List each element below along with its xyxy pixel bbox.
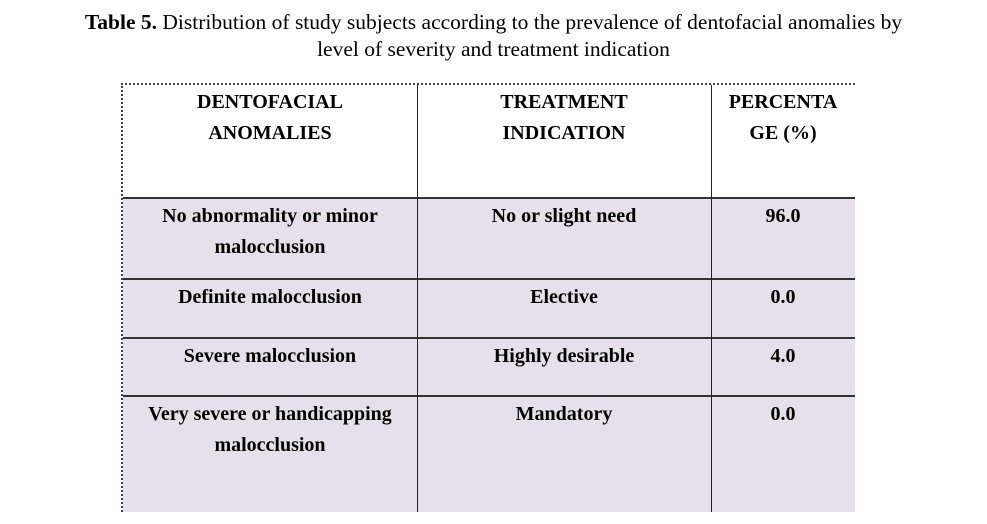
table-row-2-anomaly: Definite malocclusion bbox=[123, 280, 417, 313]
header-line: ANOMALIES bbox=[208, 122, 332, 144]
body-background bbox=[123, 197, 855, 512]
row-divider bbox=[123, 278, 855, 280]
caption-label: Table 5. bbox=[84, 10, 157, 34]
row-divider bbox=[123, 337, 855, 339]
header-dentofacial-anomalies: DENTOFACIAL ANOMALIES bbox=[123, 85, 417, 149]
column-divider bbox=[417, 85, 418, 512]
table-caption: Table 5. Distribution of study subjects … bbox=[0, 9, 987, 63]
table-row-1-treatment: No or slight need bbox=[491, 205, 637, 227]
table-row-3-treatment: Highly desirable bbox=[493, 345, 635, 367]
header-treatment-indication: TREATMENT INDICATION bbox=[417, 85, 711, 149]
row-divider bbox=[123, 197, 855, 199]
cell-line: malocclusion bbox=[214, 434, 326, 456]
caption-text-1: Distribution of study subjects according… bbox=[156, 10, 903, 34]
column-divider bbox=[711, 85, 712, 512]
data-table: DENTOFACIAL ANOMALIES TREATMENT INDICATI… bbox=[121, 83, 855, 512]
table-row-1-anomaly: No abnormality or minor malocclusion bbox=[123, 199, 417, 263]
cell-line: Severe malocclusion bbox=[183, 345, 357, 367]
table-row-3-percentage: 4.0 bbox=[770, 345, 796, 367]
caption-text-2: level of severity and treatment indicati… bbox=[317, 37, 670, 61]
table-row-3-anomaly: Severe malocclusion bbox=[123, 339, 417, 372]
cell-line: Very severe or handicapping bbox=[148, 403, 392, 425]
header-percentage: PERCENTA GE (%) bbox=[711, 85, 855, 149]
table-row-1-percentage: 96.0 bbox=[765, 205, 801, 227]
cell-line: malocclusion bbox=[214, 236, 326, 258]
cell-line: Definite malocclusion bbox=[178, 286, 362, 308]
table-row-2-percentage: 0.0 bbox=[770, 286, 796, 308]
table-row-4-percentage: 0.0 bbox=[770, 403, 796, 425]
header-line: GE (%) bbox=[749, 122, 817, 144]
header-line: TREATMENT bbox=[500, 91, 628, 113]
header-line: PERCENTA bbox=[728, 91, 838, 113]
header-line: DENTOFACIAL bbox=[197, 91, 343, 113]
table-row-4-anomaly: Very severe or handicapping malocclusion bbox=[123, 397, 417, 461]
table-row-2-treatment: Elective bbox=[530, 286, 598, 308]
table-row-4-treatment: Mandatory bbox=[515, 403, 613, 425]
header-line: INDICATION bbox=[502, 122, 626, 144]
cell-line: No abnormality or minor bbox=[162, 205, 378, 227]
row-divider bbox=[123, 395, 855, 397]
